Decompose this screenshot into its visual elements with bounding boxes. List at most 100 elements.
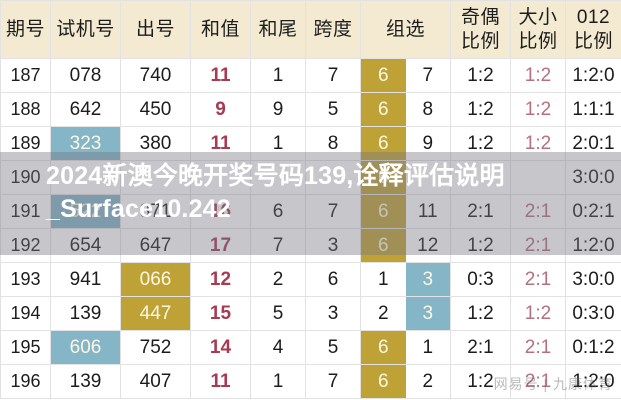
cell-hewei — [250, 160, 306, 195]
cell-daxiao: 2:1 — [510, 262, 566, 297]
cell-012: 1:1:1 — [565, 92, 621, 127]
column-header-shijihao: 试机号 — [50, 0, 121, 59]
cell-shijihao-chip: 522 — [51, 195, 120, 228]
cell-qihao: 194 — [0, 296, 51, 331]
cell-zuxuan-first: 6 — [361, 161, 406, 194]
column-header-kuadu-line1: 跨度 — [313, 18, 353, 40]
table-body: 187 078 740 11 1 7 6 7 1:2 1:2 1:2:0 188 642 450 9 9 5 6 8… — [0, 58, 621, 399]
table-row[interactable]: 190 6 3:0:0 — [0, 160, 621, 195]
table-row[interactable]: 189 323 380 11 1 8 6 9 1:2 1:2 2:0:1 — [0, 126, 621, 161]
column-header-kuadu: 跨度 — [305, 0, 361, 59]
cell-qihao: 192 — [0, 228, 51, 263]
cell-daxiao: 1:2 — [510, 126, 566, 161]
cell-qihao: 187 — [0, 58, 51, 93]
cell-hezhi: 11 — [190, 58, 251, 93]
cell-daxiao: 1:2 — [510, 92, 566, 127]
cell-zuxuan-first: 6 — [361, 331, 406, 364]
cell-chuhao — [120, 160, 191, 195]
column-header-chuhao-line1: 出号 — [135, 18, 175, 40]
cell-shijihao: 642 — [50, 92, 121, 127]
cell-kuadu: 7 — [305, 364, 361, 399]
cell-hewei: 2 — [250, 262, 306, 297]
cell-hewei: 1 — [250, 58, 306, 93]
cell-012: 2:0:1 — [565, 126, 621, 161]
cell-jiou: 2:1 — [450, 330, 511, 365]
cell-jiou: 1:2 — [450, 228, 511, 263]
cell-chuhao: 647 — [120, 228, 191, 263]
cell-jiou: 1:2 — [450, 126, 511, 161]
table-header: 期号 试机号 出号 和值 和尾 跨度 组选 — [0, 0, 621, 59]
cell-kuadu: 7 — [305, 58, 361, 93]
zuxuan-wrapper: 6 — [361, 161, 450, 194]
cell-qihao: 196 — [0, 364, 51, 399]
cell-jiou: 1:2 — [450, 296, 511, 331]
cell-shijihao: 941 — [50, 262, 121, 297]
column-header-qihao: 期号 — [0, 0, 51, 59]
cell-zuxuan-first: 6 — [361, 195, 406, 228]
table-row[interactable]: 193 941 066 12 2 6 1 3 0:3 2:1 3:0:0 — [0, 262, 621, 297]
cell-012: 1:2:0 — [565, 364, 621, 399]
column-header-012-line2: 比例 — [573, 30, 613, 52]
cell-shijihao-chip: 606 — [51, 331, 120, 364]
column-header-jiou-line2: 比例 — [460, 30, 500, 52]
cell-zuxuan-second: 1 — [422, 336, 434, 358]
cell-hewei: 4 — [250, 330, 306, 365]
cell-012: 1:2:0 — [565, 228, 621, 263]
table-row[interactable]: 196 139 407 11 1 7 6 2 1:2 2:1 1:2:0 — [0, 364, 621, 399]
column-header-012-line1: 012 — [576, 7, 611, 29]
cell-jiou: 1:2 — [450, 364, 511, 399]
cell-shijihao: 078 — [50, 58, 121, 93]
cell-zuxuan-second: 3 — [405, 263, 450, 296]
cell-zuxuan-second: 8 — [422, 98, 434, 120]
cell-shijihao: 139 — [50, 296, 121, 331]
cell-kuadu: 8 — [305, 126, 361, 161]
cell-zuxuan-second: 9 — [422, 132, 434, 154]
table-row[interactable]: 188 642 450 9 9 5 6 8 1:2 1:2 1:1:1 — [0, 92, 621, 127]
cell-hewei: 7 — [250, 228, 306, 263]
cell-jiou: 1:2 — [450, 92, 511, 127]
column-header-daxiao-line2: 比例 — [518, 30, 558, 52]
cell-012: 0:3:0 — [565, 296, 621, 331]
cell-shijihao: 323 — [50, 126, 121, 161]
cell-zuxuan-first: 2 — [377, 302, 389, 324]
cell-kuadu: 6 — [305, 262, 361, 297]
table-row[interactable]: 195 606 752 14 4 5 6 1 2:1 2:1 0:1:2 — [0, 330, 621, 365]
cell-hezhi: 11 — [190, 126, 251, 161]
cell-chuhao: 871 — [120, 194, 191, 229]
cell-chuhao: 450 — [120, 92, 191, 127]
cell-qihao: 189 — [0, 126, 51, 161]
cell-kuadu: 3 — [305, 228, 361, 263]
table-row[interactable]: 187 078 740 11 1 7 6 7 1:2 1:2 1:2:0 — [0, 58, 621, 93]
cell-012: 1:2:0 — [565, 58, 621, 93]
cell-hezhi: 11 — [190, 364, 251, 399]
cell-daxiao: 2:1 — [510, 228, 566, 263]
cell-chuhao-chip: 066 — [121, 263, 190, 296]
table-row[interactable]: 192 654 647 17 7 3 6 12 1:2 2:1 1:2:0 — [0, 228, 621, 263]
zuxuan-wrapper: 6 12 — [361, 229, 450, 262]
table-row[interactable]: 194 139 447 15 5 3 2 3 1:2 1:2 0:3:0 — [0, 296, 621, 331]
table-row[interactable]: 191 522 871 16 6 7 6 11 2:1 2:1 0:2:1 — [0, 194, 621, 229]
cell-chuhao: 740 — [120, 58, 191, 93]
cell-jiou — [450, 160, 511, 195]
cell-zuxuan-second: 2 — [422, 370, 434, 392]
cell-qihao: 193 — [0, 262, 51, 297]
cell-zuxuan-second: 11 — [417, 200, 438, 222]
cell-shijihao: 606 — [50, 330, 121, 365]
cell-012: 3:0:0 — [565, 160, 621, 195]
cell-zuxuan-second: 12 — [417, 234, 439, 256]
cell-kuadu: 3 — [305, 296, 361, 331]
cell-hewei: 1 — [250, 126, 306, 161]
cell-shijihao: 139 — [50, 364, 121, 399]
cell-zuxuan-second: 3 — [405, 297, 450, 330]
